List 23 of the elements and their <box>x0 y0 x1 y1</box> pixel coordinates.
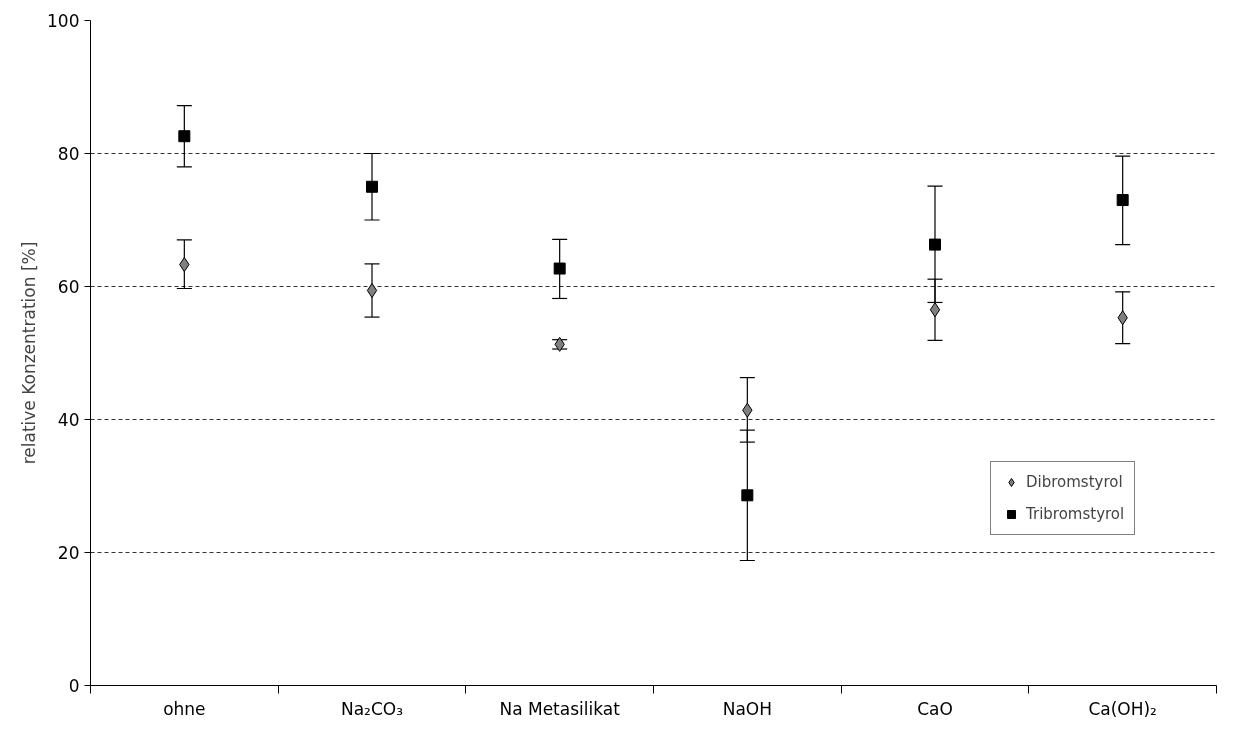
x-tick-label: NaOH <box>722 698 772 719</box>
legend-label: Tribromstyrol <box>1026 505 1125 523</box>
legend-label: Dibromstyrol <box>1026 473 1123 491</box>
x-tick-label: CaO <box>917 698 953 719</box>
x-tick-label: Ca(OH)₂ <box>1088 698 1157 719</box>
x-tick-label: Na Metasilikat <box>499 698 621 719</box>
point <box>741 489 754 502</box>
y-tick-label: 100 <box>47 11 80 31</box>
point <box>929 238 941 251</box>
point <box>553 262 566 275</box>
y-tick-label: 0 <box>68 676 80 696</box>
point <box>366 282 378 298</box>
point <box>366 180 378 193</box>
y-axis-title: relative Konzentration [%] <box>19 241 40 465</box>
y-tick-label: 40 <box>57 410 80 430</box>
point <box>178 130 191 143</box>
y-tick-label: 80 <box>57 144 80 164</box>
x-tick-label: ohne <box>163 698 206 719</box>
x-tick-label: Na₂CO₃ <box>340 698 404 719</box>
y-tick-label: 20 <box>57 543 80 563</box>
point <box>1116 194 1129 207</box>
y-tick-label: 60 <box>57 277 80 297</box>
point <box>929 302 941 318</box>
